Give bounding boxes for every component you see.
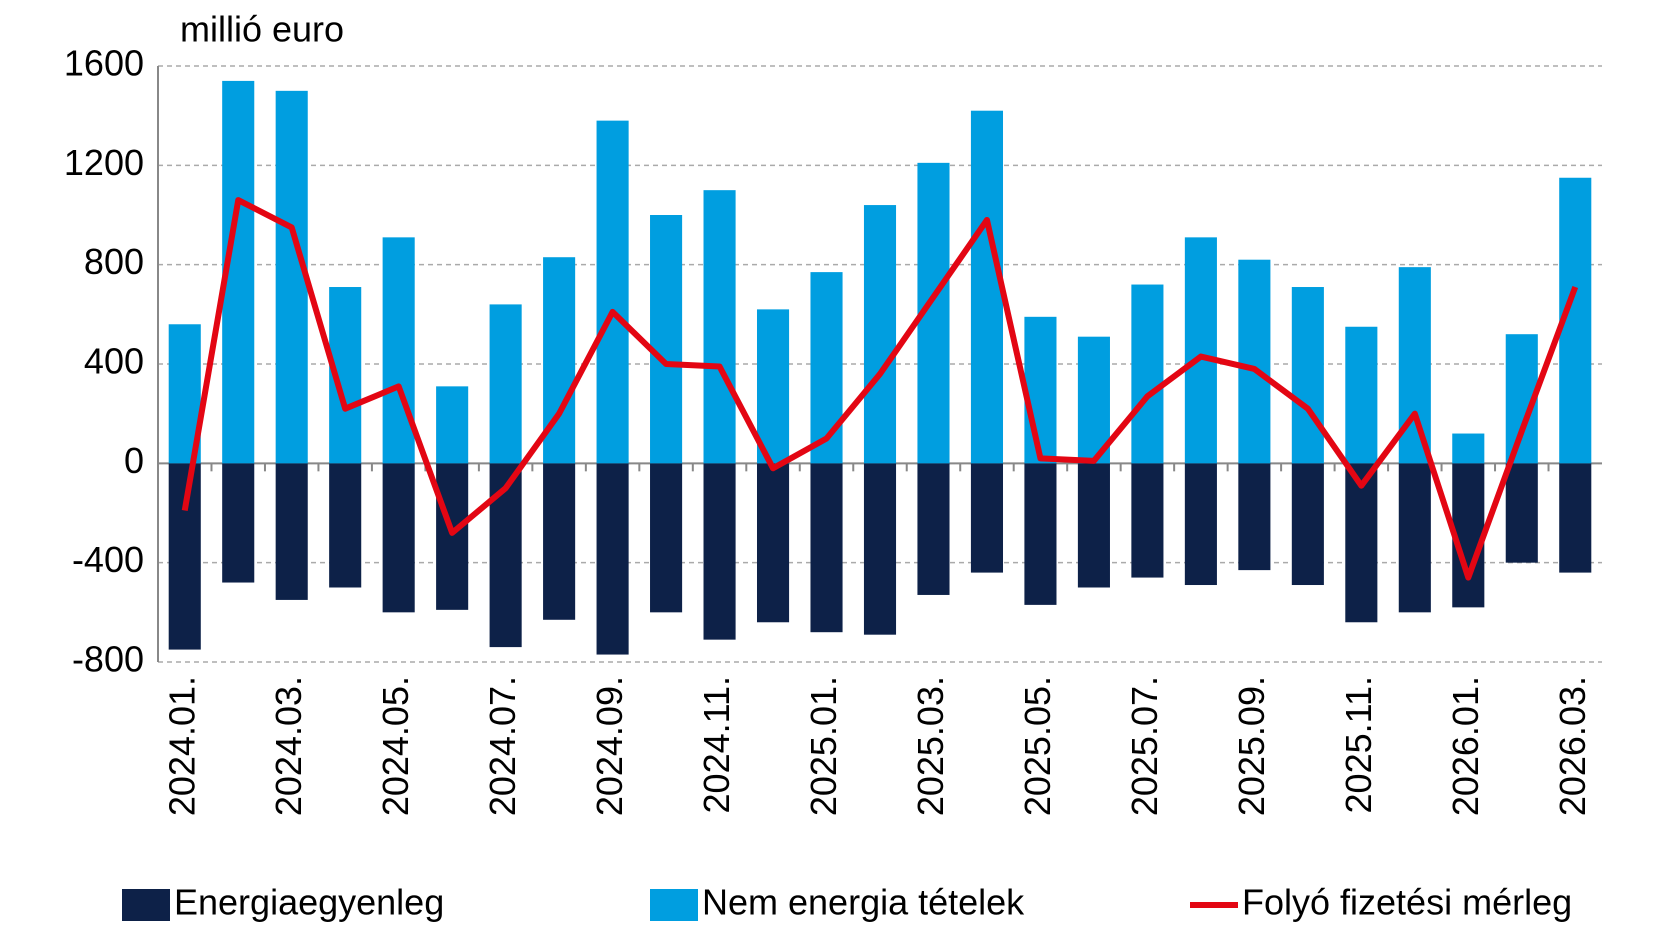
bar: [596, 463, 629, 655]
bar: [1131, 284, 1164, 464]
legend-label: Folyó fizetési mérleg: [1242, 882, 1572, 923]
bar: [329, 463, 362, 588]
bar: [382, 237, 415, 464]
bar: [1345, 463, 1378, 623]
x-tick-label: 2024.09.: [589, 676, 630, 816]
bar: [1077, 336, 1110, 464]
x-tick-label: 2025.03.: [910, 676, 951, 816]
bar: [1291, 463, 1324, 586]
bar: [810, 463, 843, 633]
bar: [917, 463, 950, 595]
bar: [756, 463, 790, 623]
bar: [1398, 463, 1431, 613]
bar: [970, 463, 1004, 573]
bar: [703, 463, 736, 640]
bar: [1184, 463, 1217, 586]
x-tick-label: 2025.07.: [1124, 676, 1165, 816]
bar: [1131, 463, 1164, 578]
bar: [970, 110, 1004, 464]
legend-label: Nem energia tételek: [702, 882, 1025, 923]
bar: [1238, 259, 1271, 464]
bar: [650, 215, 683, 464]
bar: [810, 272, 843, 464]
bar: [1291, 287, 1324, 464]
bar: [1505, 463, 1538, 563]
bar: [436, 386, 469, 464]
x-tick-label: 2024.03.: [268, 676, 309, 816]
x-tick-label: 2026.01.: [1445, 676, 1486, 816]
bar: [436, 463, 469, 610]
bar: [650, 463, 683, 613]
y-tick-label: 0: [124, 440, 144, 481]
bar: [1345, 326, 1378, 464]
bar: [703, 190, 736, 464]
bar: [1184, 237, 1217, 464]
bar: [596, 120, 629, 464]
x-tick-label: 2024.01.: [161, 676, 202, 816]
bar: [1077, 463, 1110, 588]
bar: [1398, 267, 1431, 464]
bar: [863, 205, 897, 464]
x-tick-label: 2025.09.: [1231, 676, 1272, 816]
bar: [489, 304, 522, 464]
y-tick-label: -400: [72, 539, 144, 580]
x-tick-label: 2024.05.: [375, 676, 416, 816]
line: [181, 197, 1579, 581]
y-tick-label: 1600: [64, 43, 144, 84]
x-tick-label: 2024.11.: [696, 676, 737, 813]
bar: [275, 90, 308, 464]
x-tick-label: 2025.05.: [1017, 676, 1058, 816]
bar: [1559, 463, 1592, 573]
y-tick-label: -800: [72, 639, 144, 680]
bar: [275, 463, 308, 600]
bar: [543, 463, 576, 620]
bar: [756, 309, 790, 464]
y-axis-label: millió euro: [180, 9, 344, 50]
x-tick-label: 2026.03.: [1552, 676, 1593, 816]
legend-marker: [650, 889, 698, 921]
legend-label: Energiaegyenleg: [174, 882, 444, 923]
bar: [1452, 433, 1485, 464]
y-tick-label: 400: [84, 341, 144, 382]
x-tick-label: 2025.01.: [803, 676, 844, 816]
bar: [1024, 316, 1057, 464]
x-tick-label: 2025.11.: [1338, 676, 1379, 813]
bar: [1238, 463, 1271, 571]
y-tick-label: 800: [84, 241, 144, 282]
bar: [863, 463, 897, 635]
legend-marker: [122, 889, 170, 921]
x-tick-label: 2024.07.: [482, 676, 523, 816]
bar: [382, 463, 415, 613]
bar: [168, 463, 201, 650]
bar: [222, 463, 255, 583]
bar: [1024, 463, 1057, 605]
y-tick-label: 1200: [64, 142, 144, 183]
